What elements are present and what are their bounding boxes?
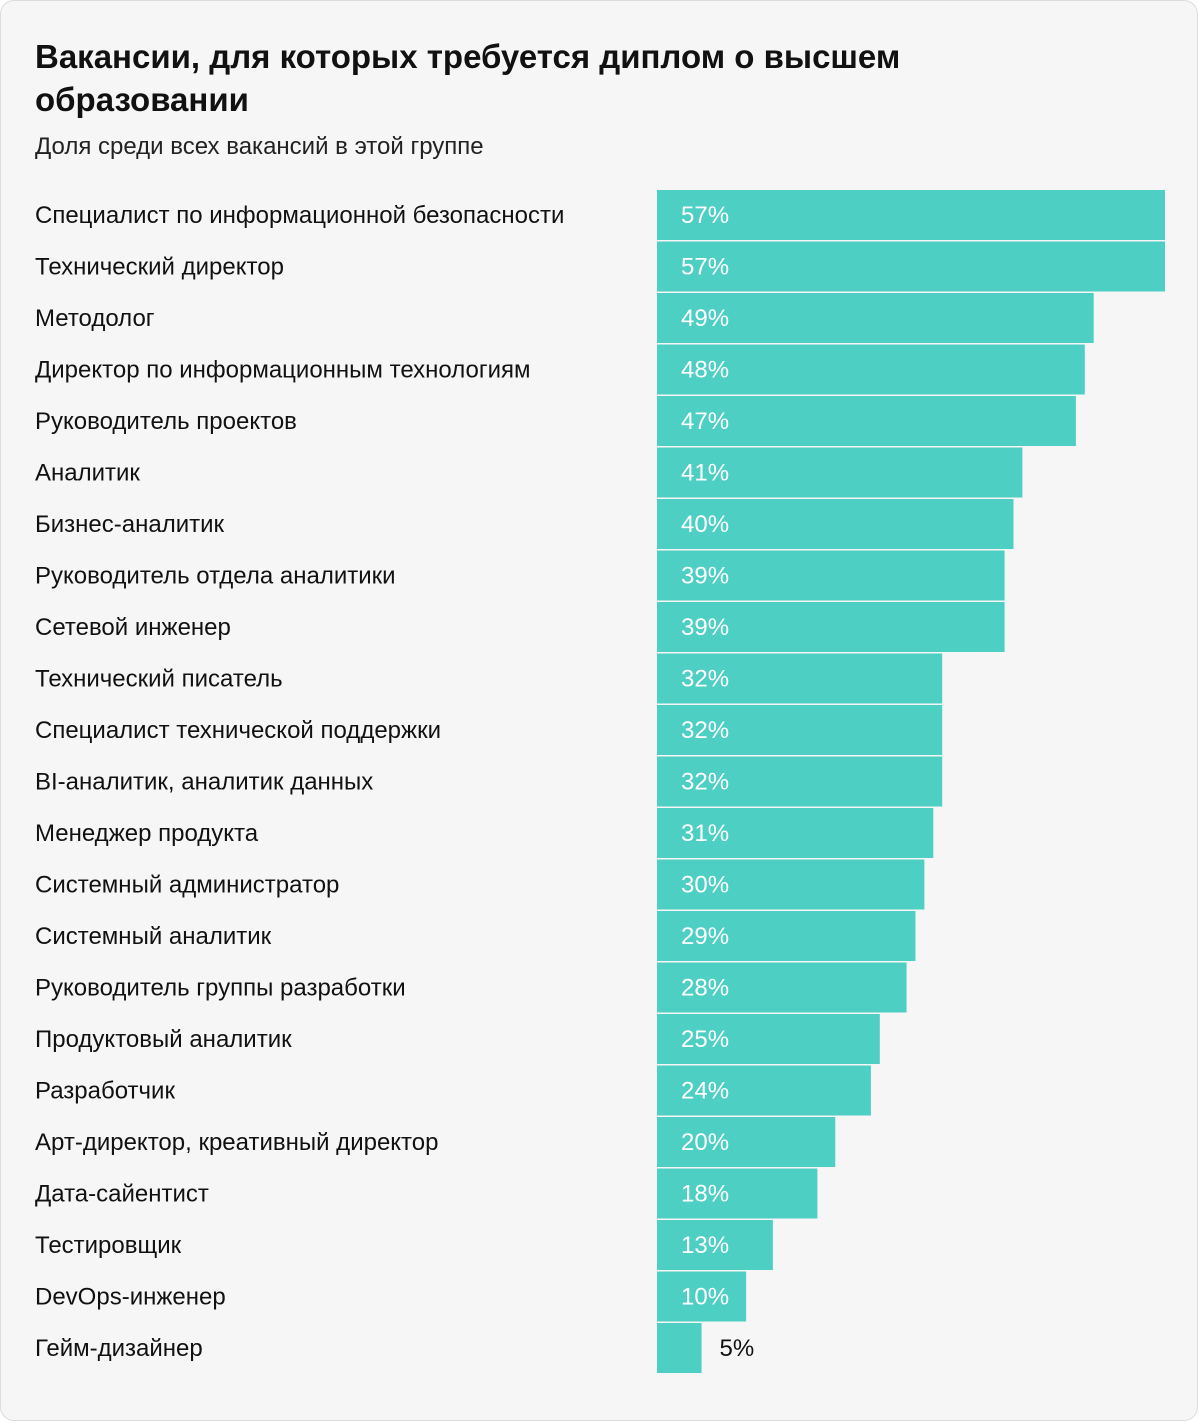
bar xyxy=(657,1117,836,1167)
category-label: Технический писатель xyxy=(35,666,283,693)
bar xyxy=(657,344,1085,395)
category-label: Технический директор xyxy=(35,254,284,281)
category-label: Руководитель проектов xyxy=(35,408,297,435)
category-label: Дата-сайентист xyxy=(35,1181,209,1208)
bar xyxy=(657,653,943,704)
category-label: Менеджер продукта xyxy=(35,820,259,847)
value-label: 49% xyxy=(681,305,729,332)
bar xyxy=(657,859,925,910)
value-label: 29% xyxy=(681,923,729,950)
bar xyxy=(657,808,934,858)
bar xyxy=(657,396,1076,446)
bar xyxy=(657,911,916,961)
value-label: 24% xyxy=(681,1078,729,1105)
bar xyxy=(657,550,1005,601)
value-label: 57% xyxy=(681,202,729,229)
category-label: Гейм-дизайнер xyxy=(35,1335,203,1362)
value-label: 31% xyxy=(681,820,729,847)
value-label: 39% xyxy=(681,614,729,641)
category-label: Тестировщик xyxy=(35,1232,182,1259)
category-label: Системный администратор xyxy=(35,872,339,899)
category-label: Специалист по информационной безопасност… xyxy=(35,202,564,229)
bar xyxy=(657,962,907,1013)
value-label: 10% xyxy=(681,1284,729,1311)
bar xyxy=(657,190,1165,240)
category-label: Аналитик xyxy=(35,460,140,487)
bar xyxy=(657,499,1014,549)
value-label: 48% xyxy=(681,357,729,384)
category-label: Продуктовый аналитик xyxy=(35,1026,292,1053)
value-label: 47% xyxy=(681,408,729,435)
category-label: Методолог xyxy=(35,305,155,332)
value-label: 20% xyxy=(681,1129,729,1156)
bar xyxy=(657,1323,702,1373)
category-label: Системный аналитик xyxy=(35,923,272,950)
bar xyxy=(657,447,1023,498)
bar xyxy=(657,756,943,807)
bar xyxy=(657,293,1094,343)
category-label: Руководитель группы разработки xyxy=(35,975,406,1002)
bar xyxy=(657,241,1165,292)
value-label: 41% xyxy=(681,460,729,487)
category-label: DevOps-инженер xyxy=(35,1284,226,1311)
value-label: 32% xyxy=(681,666,729,693)
value-label: 30% xyxy=(681,872,729,899)
category-label: Руководитель отдела аналитики xyxy=(35,563,396,590)
value-label: 13% xyxy=(681,1232,729,1259)
bar xyxy=(657,1065,871,1116)
category-label: BI-аналитик, аналитик данных xyxy=(35,769,373,796)
bar xyxy=(657,705,943,755)
category-label: Специалист технической поддержки xyxy=(35,717,441,744)
value-label: 39% xyxy=(681,563,729,590)
bar xyxy=(657,1168,818,1219)
value-label: 40% xyxy=(681,511,729,538)
value-label: 18% xyxy=(681,1181,729,1208)
category-label: Бизнес-аналитик xyxy=(35,511,225,538)
value-label: 28% xyxy=(681,975,729,1002)
category-label: Разработчик xyxy=(35,1078,175,1105)
value-label: 25% xyxy=(681,1026,729,1053)
bar xyxy=(657,602,1005,652)
bar xyxy=(657,1220,773,1270)
value-label: 5% xyxy=(720,1335,755,1362)
value-label: 32% xyxy=(681,769,729,796)
value-label: 32% xyxy=(681,717,729,744)
bar xyxy=(657,1014,880,1064)
bar xyxy=(657,1271,747,1322)
chart-subtitle: Доля среди всех вакансий в этой группе xyxy=(35,133,484,160)
chart-title: Вакансии, для которых требуется диплом о… xyxy=(35,38,901,118)
category-label: Арт-директор, креативный директор xyxy=(35,1129,438,1156)
category-label: Сетевой инженер xyxy=(35,614,231,641)
value-label: 57% xyxy=(681,254,729,281)
category-label: Директор по информационным технологиям xyxy=(35,357,531,384)
